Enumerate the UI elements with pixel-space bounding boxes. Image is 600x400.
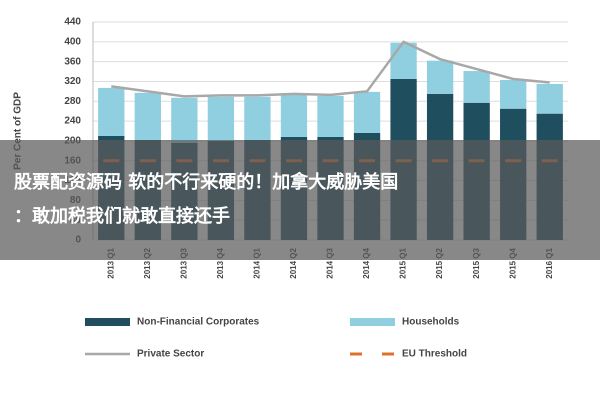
x-tick-label: 2014 Q3 bbox=[326, 247, 335, 278]
legend-swatch bbox=[85, 318, 130, 326]
x-tick-label: 2014 Q2 bbox=[289, 247, 298, 278]
bar-segment bbox=[317, 95, 344, 137]
x-tick-label: 2015 Q3 bbox=[472, 247, 481, 278]
x-tick-label: 2015 Q4 bbox=[508, 247, 517, 278]
bar-segment bbox=[134, 92, 161, 140]
overlay-banner bbox=[0, 140, 600, 260]
x-tick-label: 2014 Q1 bbox=[253, 247, 262, 278]
x-tick-label: 2015 Q1 bbox=[399, 247, 408, 278]
y-tick-label: 400 bbox=[64, 36, 81, 47]
bar-segment bbox=[426, 60, 454, 94]
legend-label: EU Threshold bbox=[402, 349, 467, 360]
x-tick-label: 2014 Q4 bbox=[362, 247, 371, 278]
bar-segment bbox=[390, 42, 417, 79]
y-tick-label: 240 bbox=[64, 116, 81, 127]
overlay-text: ：敢加税我们就敢直接还手 bbox=[14, 205, 230, 227]
bar-segment bbox=[207, 96, 235, 141]
legend-label: Non-Financial Corporates bbox=[137, 317, 260, 328]
legend-label: Private Sector bbox=[137, 349, 204, 360]
bar-segment bbox=[244, 96, 271, 140]
y-tick-label: 360 bbox=[64, 56, 81, 67]
y-tick-label: 320 bbox=[64, 76, 81, 87]
legend-label: Households bbox=[402, 317, 460, 328]
bar-segment bbox=[171, 97, 198, 143]
x-tick-label: 2013 Q1 bbox=[106, 247, 115, 278]
y-tick-label: 440 bbox=[64, 17, 81, 28]
bar-segment bbox=[353, 91, 381, 133]
x-tick-label: 2015 Q2 bbox=[435, 247, 444, 278]
x-tick-label: 2016 Q1 bbox=[545, 247, 554, 278]
bar-segment bbox=[463, 71, 490, 103]
legend-swatch bbox=[350, 318, 395, 326]
bar-segment bbox=[98, 87, 125, 136]
y-tick-label: 280 bbox=[64, 96, 81, 107]
x-tick-label: 2013 Q3 bbox=[179, 247, 188, 278]
overlay-text: 股票配资源码 软的不行来硬的！加拿大威胁美国 bbox=[13, 171, 398, 193]
bar-segment bbox=[280, 94, 308, 137]
x-tick-label: 2013 Q2 bbox=[143, 247, 152, 278]
x-tick-label: 2013 Q4 bbox=[216, 247, 225, 278]
y-axis-label: Per Cent of GDP bbox=[13, 92, 24, 170]
private-sector-line bbox=[111, 40, 550, 98]
bar-segment bbox=[536, 83, 563, 114]
bar-segment bbox=[500, 79, 527, 109]
